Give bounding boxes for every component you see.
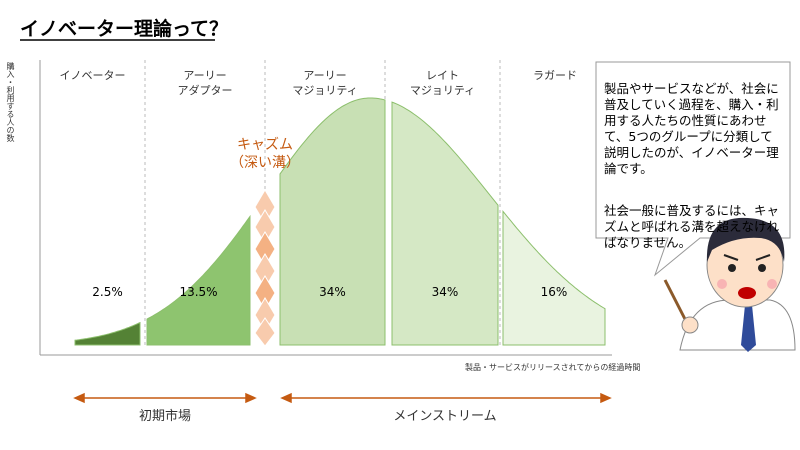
segment	[502, 210, 606, 346]
phase-label: メインストリーム	[393, 409, 497, 424]
note-paragraph: 社会一般に普及するには、キャズムと呼ばれる溝を超えなければなりません。	[604, 203, 780, 250]
category-label: アーリー マジョリティ	[292, 69, 358, 97]
presenter	[663, 217, 796, 352]
category-label: ラガード	[533, 69, 577, 82]
value-label: 34%	[319, 285, 346, 299]
x-axis-label: 製品・サービスがリリースされてからの経過時間	[465, 363, 641, 372]
segment	[74, 321, 141, 346]
phase-arrows	[73, 392, 612, 404]
y-axis-label: 購入・利用する人の数	[6, 62, 15, 142]
value-label: 34%	[431, 285, 459, 299]
category-label: レイト マジョリティ	[409, 69, 476, 97]
value-label: 2.5%	[92, 285, 123, 299]
chasm	[254, 189, 276, 347]
category-label: アーリー アダプター	[177, 69, 233, 97]
note-paragraph: 製品やサービスなどが、社会に普及していく過程を、購入・利用する人たちの性質にあわ…	[604, 81, 779, 176]
note: 製品やサービスなどが、社会に普及していく過程を、購入・利用する人たちの性質にあわ…	[604, 65, 784, 267]
value-label: 16%	[540, 285, 568, 299]
value-label: 13.5%	[179, 285, 218, 299]
page-title: イノベーター理論って？	[20, 18, 229, 40]
segment	[391, 101, 499, 346]
phase-label: 初期市場	[138, 409, 191, 424]
category-label: イノベーター	[59, 69, 126, 82]
chasm-label: キャズム （深い溝）	[230, 137, 300, 171]
segment	[279, 97, 386, 346]
segment	[146, 214, 251, 346]
